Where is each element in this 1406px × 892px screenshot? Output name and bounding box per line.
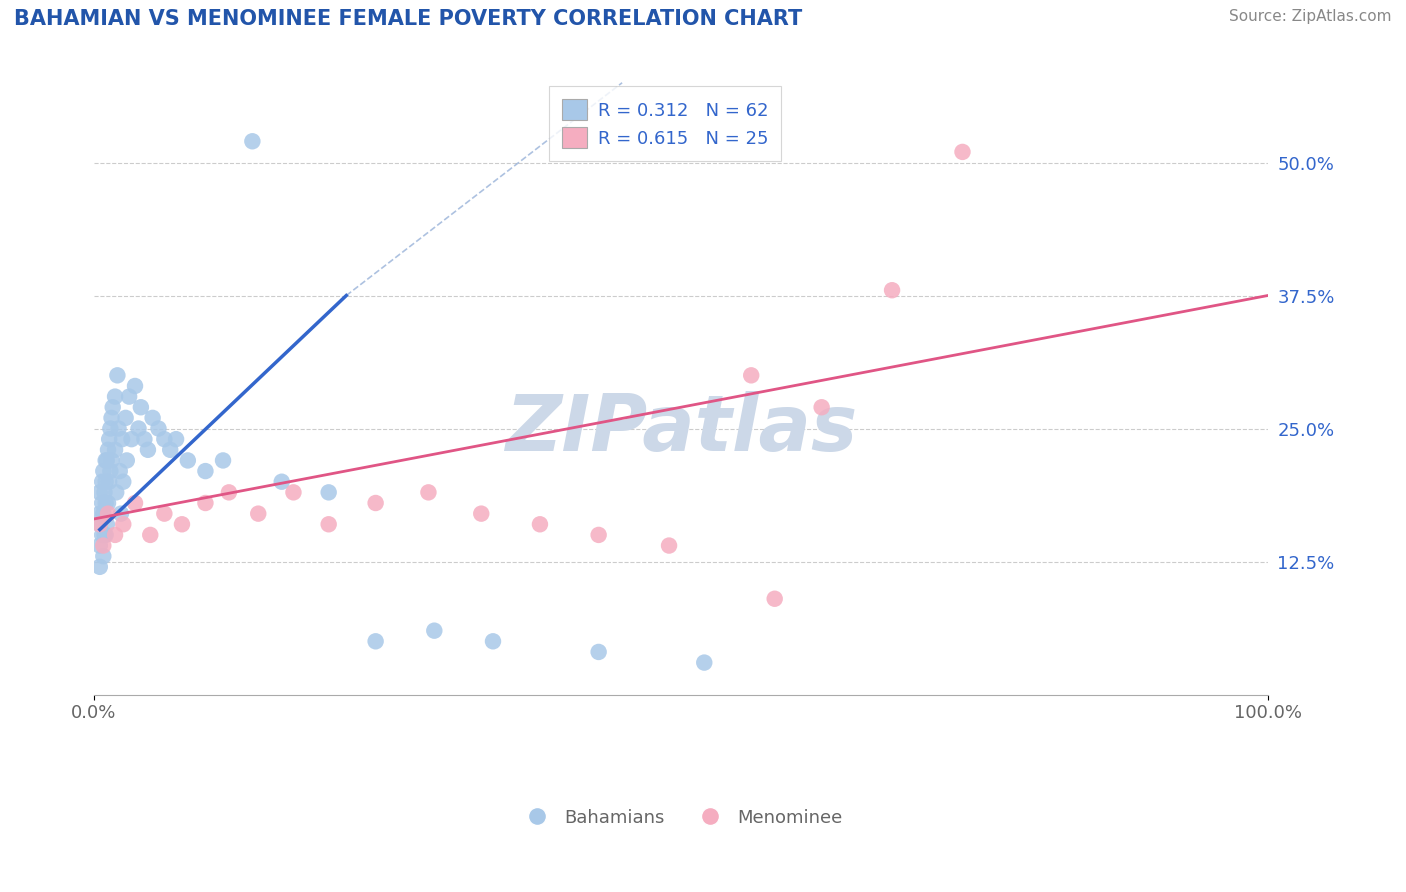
Point (91, 528, 114, 542)
Point (94, 496, 117, 510)
Point (93, 485, 115, 500)
Point (97, 507, 120, 521)
Point (177, 453, 200, 467)
Point (740, 368, 762, 383)
Point (98, 464, 121, 478)
Point (110, 507, 132, 521)
Point (218, 485, 240, 500)
Point (100, 410, 122, 425)
Point (107, 368, 129, 383)
Point (170, 517, 193, 532)
Point (104, 528, 127, 542)
Point (89, 507, 111, 521)
Point (283, 485, 305, 500)
Point (89, 539, 111, 553)
Point (129, 401, 152, 415)
Point (112, 517, 135, 532)
Point (89, 517, 111, 532)
Point (94, 528, 117, 542)
Legend: Bahamians, Menominee: Bahamians, Menominee (512, 801, 849, 834)
Point (111, 432, 134, 446)
Point (98, 421, 121, 435)
Point (159, 442, 181, 457)
Point (139, 528, 162, 542)
Point (470, 507, 492, 521)
Point (91, 549, 114, 564)
Point (588, 528, 610, 542)
Point (658, 539, 681, 553)
Point (142, 410, 165, 425)
Point (136, 442, 159, 457)
Point (114, 410, 136, 425)
Point (91, 507, 114, 521)
Point (105, 485, 128, 500)
Point (529, 517, 551, 532)
Point (89, 559, 111, 574)
Point (270, 475, 292, 489)
Point (318, 485, 340, 500)
Point (112, 475, 135, 489)
Point (104, 390, 127, 404)
Text: BAHAMIAN VS MENOMINEE FEMALE POVERTY CORRELATION CHART: BAHAMIAN VS MENOMINEE FEMALE POVERTY COR… (14, 9, 803, 29)
Point (364, 496, 387, 510)
Point (810, 401, 832, 415)
Point (165, 432, 187, 446)
Point (98, 432, 121, 446)
Point (89, 517, 111, 532)
Point (96, 517, 118, 532)
Point (148, 421, 170, 435)
Point (194, 496, 217, 510)
Point (91, 464, 114, 478)
Point (364, 634, 387, 648)
Point (128, 421, 150, 435)
Point (423, 624, 446, 638)
Point (418, 485, 440, 500)
Point (242, 134, 264, 148)
Point (91, 475, 114, 489)
Point (693, 656, 716, 670)
Point (101, 401, 124, 415)
Point (153, 507, 176, 521)
Point (124, 496, 146, 510)
Point (89, 485, 111, 500)
Point (96, 453, 118, 467)
Point (100, 453, 122, 467)
Point (94, 475, 117, 489)
Point (97, 442, 120, 457)
Point (194, 464, 217, 478)
Text: ZIPatlas: ZIPatlas (505, 391, 856, 467)
Point (91, 539, 114, 553)
Point (153, 432, 176, 446)
Point (98, 475, 121, 489)
Point (880, 283, 903, 297)
Point (94, 453, 117, 467)
Point (115, 453, 138, 467)
Point (134, 432, 156, 446)
Point (482, 634, 505, 648)
Point (104, 442, 127, 457)
Point (588, 645, 610, 659)
Point (247, 507, 270, 521)
Point (121, 432, 143, 446)
Point (124, 379, 146, 393)
Point (952, 145, 974, 159)
Point (107, 421, 129, 435)
Point (118, 390, 141, 404)
Point (763, 591, 786, 606)
Point (108, 464, 131, 478)
Point (97, 496, 120, 510)
Point (91, 496, 114, 510)
Point (318, 517, 340, 532)
Point (93, 528, 115, 542)
Point (212, 453, 235, 467)
Text: Source: ZipAtlas.com: Source: ZipAtlas.com (1229, 9, 1392, 24)
